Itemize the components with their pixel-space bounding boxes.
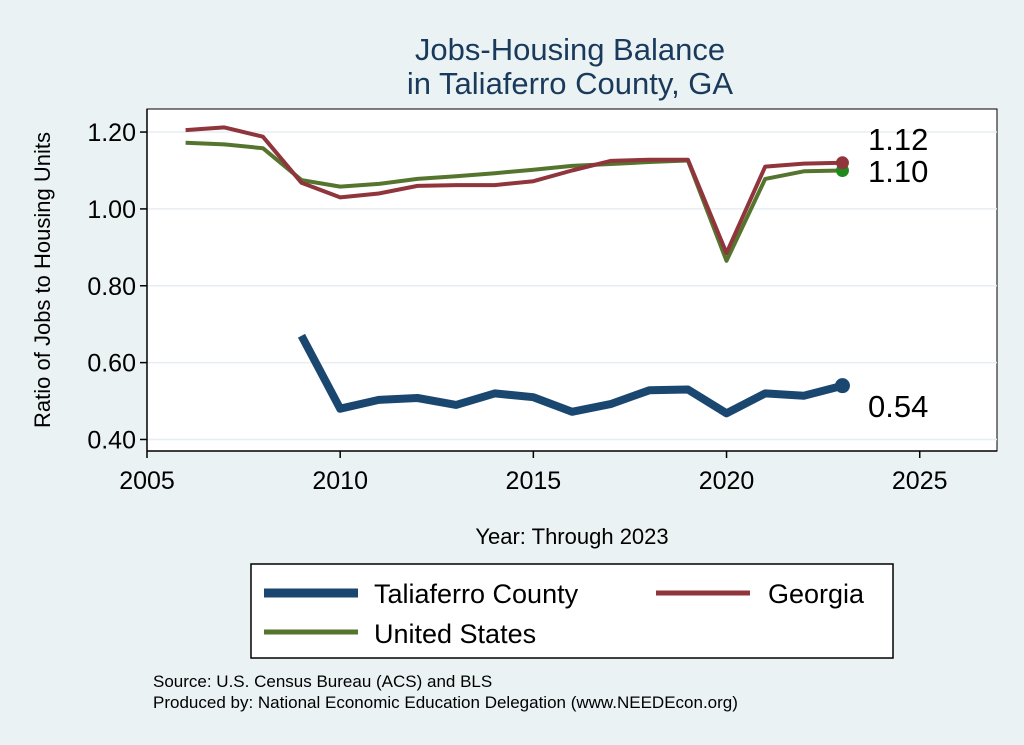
x-ticks: 2005 2010 2015 2020 2025: [119, 451, 948, 495]
endpoint-marker-taliaferro-county: [834, 378, 850, 394]
legend-label-taliaferro: Taliaferro County: [374, 579, 579, 609]
end-label-united-states: 1.10: [868, 154, 928, 189]
series-layer: [185, 125, 844, 418]
y-tick-label: 0.80: [87, 273, 136, 301]
chart-title-line-1: Jobs-Housing Balance: [415, 32, 725, 67]
end-label-taliaferro: 0.54: [868, 389, 928, 424]
producer-note: Produced by: National Economic Education…: [153, 693, 738, 712]
x-tick-label: 2020: [699, 467, 755, 495]
legend-label-united-states: United States: [374, 619, 536, 649]
x-tick-label: 2025: [892, 467, 948, 495]
axes: [146, 109, 997, 452]
legend: Taliaferro County Georgia United States: [250, 563, 894, 659]
series-line-georgia: [185, 125, 843, 256]
x-tick-label: 2015: [506, 467, 562, 495]
y-tick-label: 0.60: [87, 350, 136, 378]
y-ticks: 0.40 0.60 0.80 1.00 1.20: [87, 119, 147, 454]
gridlines: [147, 131, 997, 441]
end-label-georgia: 1.12: [868, 122, 928, 157]
x-axis-title: Year: Through 2023: [475, 524, 668, 549]
series-line-taliaferro-county: [297, 333, 844, 418]
x-tick-label: 2005: [119, 467, 175, 495]
source-note: Source: U.S. Census Bureau (ACS) and BLS: [153, 672, 492, 691]
legend-box: [250, 563, 894, 659]
chart-title-line-2: in Taliaferro County, GA: [407, 66, 734, 101]
endpoint-marker-georgia: [835, 156, 849, 170]
x-tick-label: 2010: [312, 467, 368, 495]
y-tick-label: 0.40: [87, 426, 136, 454]
y-axis-title: Ratio of Jobs to Housing Units: [30, 132, 55, 428]
y-tick-label: 1.20: [87, 119, 136, 147]
y-tick-label: 1.00: [87, 196, 136, 224]
legend-label-georgia: Georgia: [768, 579, 865, 609]
endpoints-layer: [834, 156, 850, 394]
